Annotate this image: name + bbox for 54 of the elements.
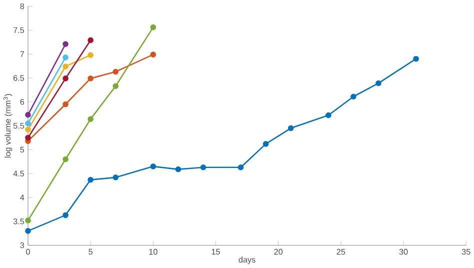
point (262, 141, 269, 148)
point (62, 41, 68, 48)
x-tick-label: 20 (274, 249, 283, 255)
x-tick-label: 30 (399, 249, 408, 255)
x-tick-label: 10 (149, 249, 158, 255)
point (175, 166, 182, 172)
point (25, 218, 31, 224)
y-tick-label: 6.5 (14, 75, 24, 82)
point (88, 116, 94, 122)
y-tick-label: 8 (20, 4, 24, 10)
y-tick-label: 3.5 (13, 218, 24, 225)
point (25, 126, 31, 133)
point (112, 69, 119, 75)
y-tick-label: 6 (20, 99, 24, 105)
point (150, 164, 156, 170)
point (238, 164, 244, 170)
point (326, 112, 332, 118)
y-tick-label: 5.5 (13, 123, 24, 129)
point (62, 212, 68, 218)
point (350, 94, 356, 100)
y-tick-label: 4 (20, 194, 24, 201)
point (62, 102, 68, 108)
point (88, 52, 94, 58)
y-tick-label: 4.5 (13, 170, 24, 177)
x-axis-title: days (238, 256, 256, 264)
point (150, 24, 156, 30)
y-tick-label: 3 (20, 242, 24, 248)
y-tick-label: 7.5 (14, 28, 24, 34)
point (25, 120, 31, 127)
x-tick-label: 25 (336, 249, 346, 255)
point (25, 112, 31, 118)
x-tick-label: 15 (212, 249, 220, 255)
point (376, 80, 382, 86)
point (413, 56, 419, 62)
point (62, 156, 68, 162)
point (150, 52, 156, 58)
point (62, 64, 68, 70)
point (288, 126, 294, 132)
y-axis-title: log volume (mm$^{3}$) (3, 94, 12, 158)
point (62, 54, 68, 61)
point (62, 76, 68, 82)
y-tick-label: 5 (20, 147, 24, 153)
y-tick-label: 7 (20, 52, 24, 58)
point (112, 174, 119, 181)
point (88, 38, 94, 44)
point (25, 135, 31, 141)
point (200, 164, 206, 170)
x-tick-label: 35 (462, 249, 470, 255)
point (112, 83, 119, 90)
point (88, 177, 94, 183)
point (25, 228, 31, 234)
x-tick-label: 5 (88, 249, 92, 255)
x-tick-label: 0 (26, 249, 30, 255)
point (88, 76, 94, 82)
